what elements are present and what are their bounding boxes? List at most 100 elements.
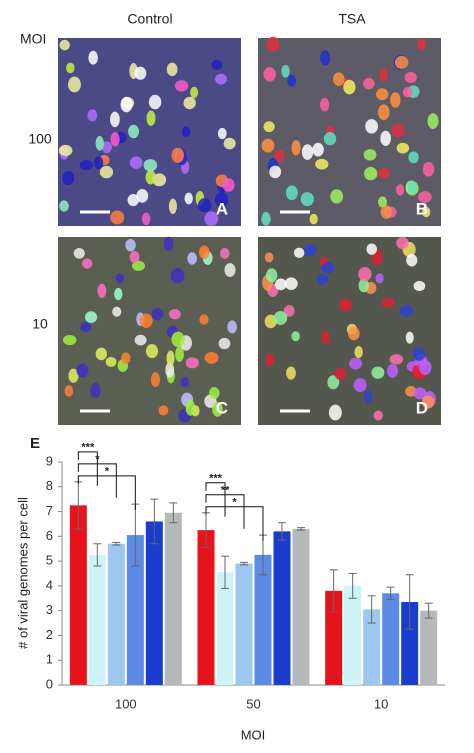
y-tick-label: 6 — [46, 528, 53, 543]
y-tick-label: 0 — [46, 676, 53, 691]
nucleus — [68, 368, 79, 383]
nucleus — [312, 142, 324, 157]
nucleus — [291, 139, 301, 156]
significance-bracket — [205, 506, 264, 541]
nucleus — [389, 354, 404, 365]
nucleus — [300, 192, 314, 207]
nucleus — [283, 305, 295, 317]
bar — [88, 554, 106, 685]
nucleus — [99, 165, 114, 179]
nucleus — [66, 62, 75, 74]
nucleus — [121, 352, 131, 364]
nucleus — [112, 306, 122, 317]
nucleus — [293, 247, 305, 258]
significance-bracket — [77, 463, 117, 498]
nucleus — [413, 280, 426, 292]
significance-label: *** — [81, 442, 95, 454]
bar — [363, 609, 381, 685]
nucleus — [408, 151, 419, 164]
nucleus — [95, 136, 104, 151]
nucleus — [143, 159, 158, 172]
nucleus — [190, 86, 199, 99]
nucleus — [152, 173, 167, 187]
y-tick-label: 3 — [46, 602, 53, 617]
nucleus — [59, 39, 70, 51]
nucleus — [327, 375, 340, 390]
nucleus — [412, 364, 421, 379]
nucleus — [185, 399, 196, 416]
nucleus — [175, 346, 185, 362]
column-label: TSA — [338, 11, 366, 27]
nucleus — [287, 74, 296, 87]
nucleus — [391, 123, 405, 138]
nucleus — [110, 132, 120, 147]
nucleus — [110, 111, 120, 128]
nucleus — [220, 247, 230, 259]
bar — [145, 521, 163, 685]
nucleus — [376, 88, 389, 101]
nucleus — [125, 238, 136, 252]
nucleus — [354, 345, 363, 359]
nucleus — [211, 59, 223, 70]
nucleus — [80, 322, 92, 333]
significance-label: *** — [209, 473, 223, 485]
nucleus — [184, 192, 193, 205]
x-tick-label: 10 — [374, 696, 388, 711]
nucleus — [371, 366, 385, 379]
nucleus — [323, 132, 337, 146]
significance-bracket — [205, 482, 226, 517]
nucleus — [84, 311, 98, 323]
nucleus — [328, 404, 342, 421]
x-tick-label: 50 — [246, 696, 260, 711]
bar — [216, 572, 234, 685]
nucleus — [115, 273, 124, 284]
significance-label: ** — [221, 485, 230, 497]
nucleus — [422, 161, 435, 177]
nucleus — [274, 278, 287, 291]
nucleus — [114, 287, 123, 301]
nucleus — [223, 137, 236, 150]
nucleus — [316, 274, 329, 285]
y-axis-label: # of viral genomes per cell — [15, 497, 30, 649]
significance-label: * — [95, 454, 100, 466]
nucleus — [387, 363, 399, 378]
nucleus — [377, 196, 387, 208]
significance-bracket — [77, 451, 98, 486]
nucleus — [181, 376, 190, 388]
nucleus — [199, 314, 209, 325]
nucleus — [396, 142, 410, 154]
nucleus — [151, 307, 164, 321]
nucleus — [339, 298, 352, 312]
bar — [69, 505, 87, 685]
nucleus — [265, 268, 278, 283]
panel-letter: B — [416, 199, 428, 218]
nucleus — [407, 180, 417, 194]
nucleus — [364, 166, 378, 181]
nucleus — [284, 277, 298, 290]
bar — [382, 593, 400, 685]
nucleus — [145, 344, 159, 359]
y-tick-label: 4 — [46, 577, 53, 592]
nucleus — [182, 126, 191, 138]
nucleus — [81, 258, 93, 269]
nucleus — [197, 198, 212, 213]
panel-letter: E — [30, 435, 40, 452]
nucleus — [185, 357, 199, 369]
nucleus — [348, 326, 360, 341]
nucleus — [101, 141, 112, 154]
nucleus — [378, 167, 390, 179]
nucleus — [321, 330, 330, 345]
y-tick-label: 7 — [46, 503, 53, 518]
nucleus — [377, 104, 390, 121]
nucleus — [209, 387, 220, 400]
nucleus — [334, 368, 347, 380]
nucleus — [365, 119, 379, 134]
nucleus — [343, 79, 356, 95]
nucleus — [417, 191, 432, 203]
panel-letter: D — [416, 398, 428, 417]
nucleus — [169, 309, 181, 320]
nucleus — [330, 189, 344, 204]
nucleus — [105, 356, 117, 367]
